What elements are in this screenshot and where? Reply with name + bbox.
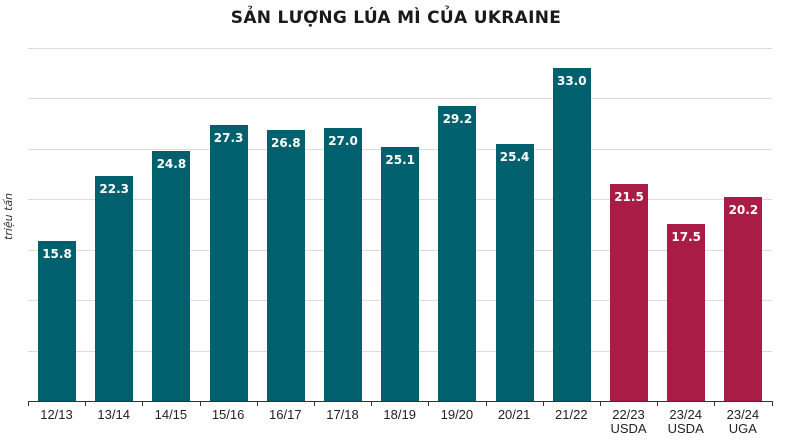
x-tick-label: 22/23 USDA [610,407,647,436]
y-axis-label: triệu tấn [2,192,15,240]
bar-value-label: 17.5 [671,230,701,245]
bar: 33.0 [552,67,591,401]
gridline [28,47,772,49]
bar: 27.0 [324,128,362,401]
x-tick [600,401,601,406]
x-tick-label: 13/14 [97,407,130,422]
x-tick-label: 17/18 [326,407,359,422]
bar: 15.8 [38,241,76,401]
x-tick-label: 19/20 [440,407,474,422]
x-tick [428,401,430,406]
x-tick [256,401,258,406]
x-tick-label: 18/19 [383,407,416,422]
bar-value-label: 25.1 [385,153,415,168]
bar-value-label: 27.0 [328,134,358,149]
x-axis [28,401,772,402]
x-tick [314,401,315,406]
x-tick-label: 20/21 [497,407,531,422]
bar-value-label: 29.2 [442,112,473,127]
x-tick [657,401,659,406]
bar: 22.3 [95,175,134,401]
x-tick [199,401,201,406]
bar-value-label: 21.5 [614,189,644,204]
bar: 25.4 [495,144,534,401]
bar: 21.5 [610,183,648,401]
bar: 27.3 [209,125,248,401]
x-tick-label: 21/22 [555,407,588,422]
bar: 25.1 [381,147,420,401]
bar: 17.5 [667,224,706,401]
bar: 20.2 [724,196,763,401]
x-tick-label: 14/15 [154,407,188,422]
chart-title: SẢN LƯỢNG LÚA MÌ CỦA UKRAINE [230,8,562,28]
x-tick [485,401,487,406]
x-tick [371,401,373,406]
x-tick-label: 23/24 UGA [726,407,760,436]
bar: 26.8 [266,130,305,401]
x-tick [28,401,29,406]
bar: 24.8 [152,150,191,401]
gridline [28,98,772,99]
x-tick [85,401,87,406]
x-tick [542,401,544,406]
bar: 29.2 [438,106,477,401]
x-tick [771,401,773,406]
x-tick-label: 12/13 [40,407,73,422]
x-tick [142,401,144,406]
bar-value-label: 15.8 [42,247,72,262]
bar-value-label: 26.8 [270,136,301,151]
bar-value-label: 22.3 [99,181,129,196]
x-tick [714,401,716,406]
x-tick-label: 15/16 [211,407,245,422]
plot-area: 15.8 12/13 22.3 13/14 24.8 14/15 27.3 15/16 26.8… [28,0,773,442]
bar-value-label: 20.2 [728,202,759,217]
bar-value-label: 27.3 [213,131,244,146]
x-tick-label: 16/17 [269,407,302,422]
bar-value-label: 24.8 [156,156,187,171]
bar-value-label: 33.0 [556,73,587,88]
x-tick-label: 23/24 USDA [667,407,704,436]
bar-value-label: 25.4 [499,150,530,165]
